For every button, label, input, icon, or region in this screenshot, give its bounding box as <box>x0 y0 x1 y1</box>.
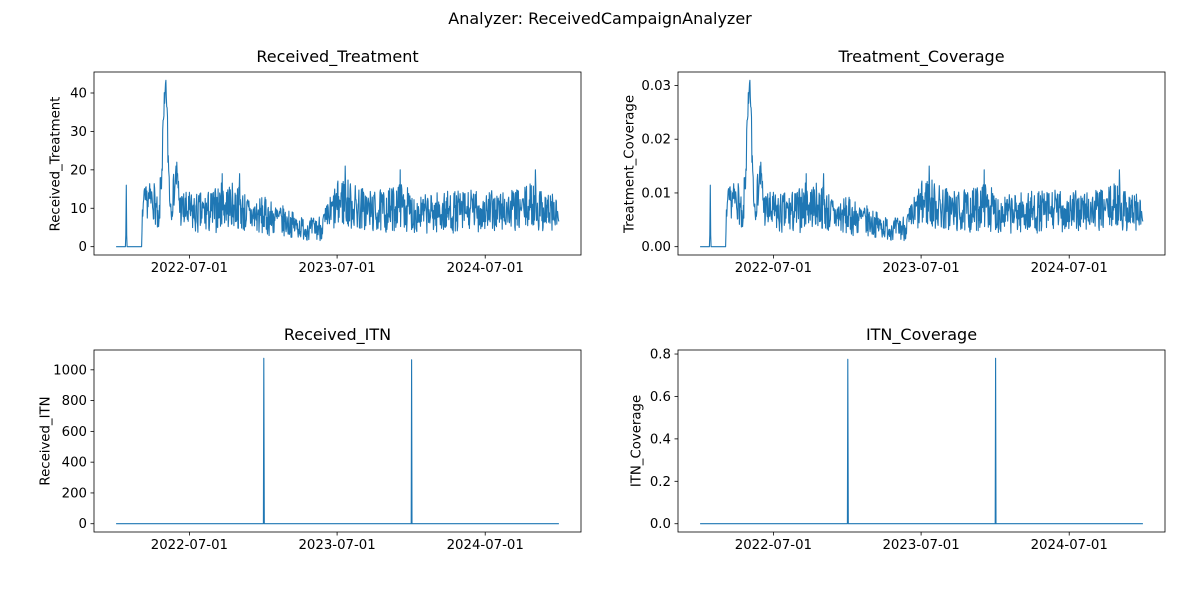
series-line-itn_coverage <box>699 357 1144 525</box>
x-tick-label: 2022-07-01 <box>151 538 228 553</box>
subplot-received_itn: 2022-07-01 2023-07-01 2024-07-01 0 200 400 600… <box>53 349 582 553</box>
x-tick-label: 2022-07-01 <box>735 261 812 276</box>
y-tick-label: 0.0 <box>650 517 671 532</box>
x-tick-label: 2022-07-01 <box>151 261 228 276</box>
axes-spines <box>677 71 1166 256</box>
y-tick-label: 400 <box>62 456 87 471</box>
y-tick-label: 10 <box>70 202 87 217</box>
subplot-treatment_coverage: 2022-07-01 2023-07-01 2024-07-01 0.00 0.01 0.… <box>641 71 1166 276</box>
y-tick-label: 1000 <box>53 363 87 378</box>
y-tick-label: 800 <box>62 394 87 409</box>
series-line-received_treatment <box>115 79 560 248</box>
chart-title-treatment-coverage: Treatment_Coverage <box>838 47 1005 66</box>
chart-title-itn-coverage: ITN_Coverage <box>865 325 978 344</box>
y-tick-label: 600 <box>62 425 87 440</box>
y-tick-label: 0.2 <box>650 475 671 490</box>
y-tick-label: 0.6 <box>650 390 671 405</box>
x-tick-label: 2022-07-01 <box>735 538 812 553</box>
ylabel-treatment-coverage: Treatment_Coverage <box>622 94 638 233</box>
y-tick-label: 0.4 <box>650 432 671 447</box>
y-tick-label: 0.01 <box>641 186 671 201</box>
y-tick-label: 0.03 <box>641 79 671 94</box>
x-tick-label: 2023-07-01 <box>298 538 375 553</box>
x-tick-label: 2024-07-01 <box>1031 538 1108 553</box>
figure-suptitle: Analyzer: ReceivedCampaignAnalyzer <box>448 9 752 28</box>
x-tick-label: 2024-07-01 <box>447 538 524 553</box>
y-tick-label: 40 <box>70 86 87 101</box>
x-tick-label: 2024-07-01 <box>1031 261 1108 276</box>
y-tick-label: 20 <box>70 163 87 178</box>
y-tick-label: 30 <box>70 125 87 140</box>
axes-spines <box>93 71 582 256</box>
x-tick-label: 2023-07-01 <box>882 261 959 276</box>
ylabel-received-itn: Received_ITN <box>38 396 54 486</box>
x-tick-label: 2024-07-01 <box>447 261 524 276</box>
y-tick-label: 200 <box>62 486 87 501</box>
y-tick-label: 0 <box>79 240 87 255</box>
ylabel-received-treatment: Received_Treatment <box>48 96 64 231</box>
series-line-received_itn <box>115 357 560 525</box>
x-tick-label: 2023-07-01 <box>882 538 959 553</box>
chart-title-received-treatment: Received_Treatment <box>256 47 419 66</box>
y-tick-label: 0 <box>79 517 87 532</box>
chart-title-received-itn: Received_ITN <box>283 325 392 344</box>
axes-spines <box>93 349 582 533</box>
subplot-itn_coverage: 2022-07-01 2023-07-01 2024-07-01 0.0 0.2 0.4 0… <box>650 348 1166 553</box>
x-tick-label: 2023-07-01 <box>298 261 375 276</box>
y-tick-label: 0.8 <box>650 348 671 363</box>
series-line-treatment_coverage <box>699 79 1144 248</box>
y-tick-label: 0.02 <box>641 133 671 148</box>
axes-spines <box>677 349 1166 533</box>
y-tick-label: 0.00 <box>641 240 671 255</box>
subplot-received_treatment: 2022-07-01 2023-07-01 2024-07-01 0 10 20 30 40 <box>70 71 582 276</box>
ylabel-itn-coverage: ITN_Coverage <box>629 394 645 488</box>
